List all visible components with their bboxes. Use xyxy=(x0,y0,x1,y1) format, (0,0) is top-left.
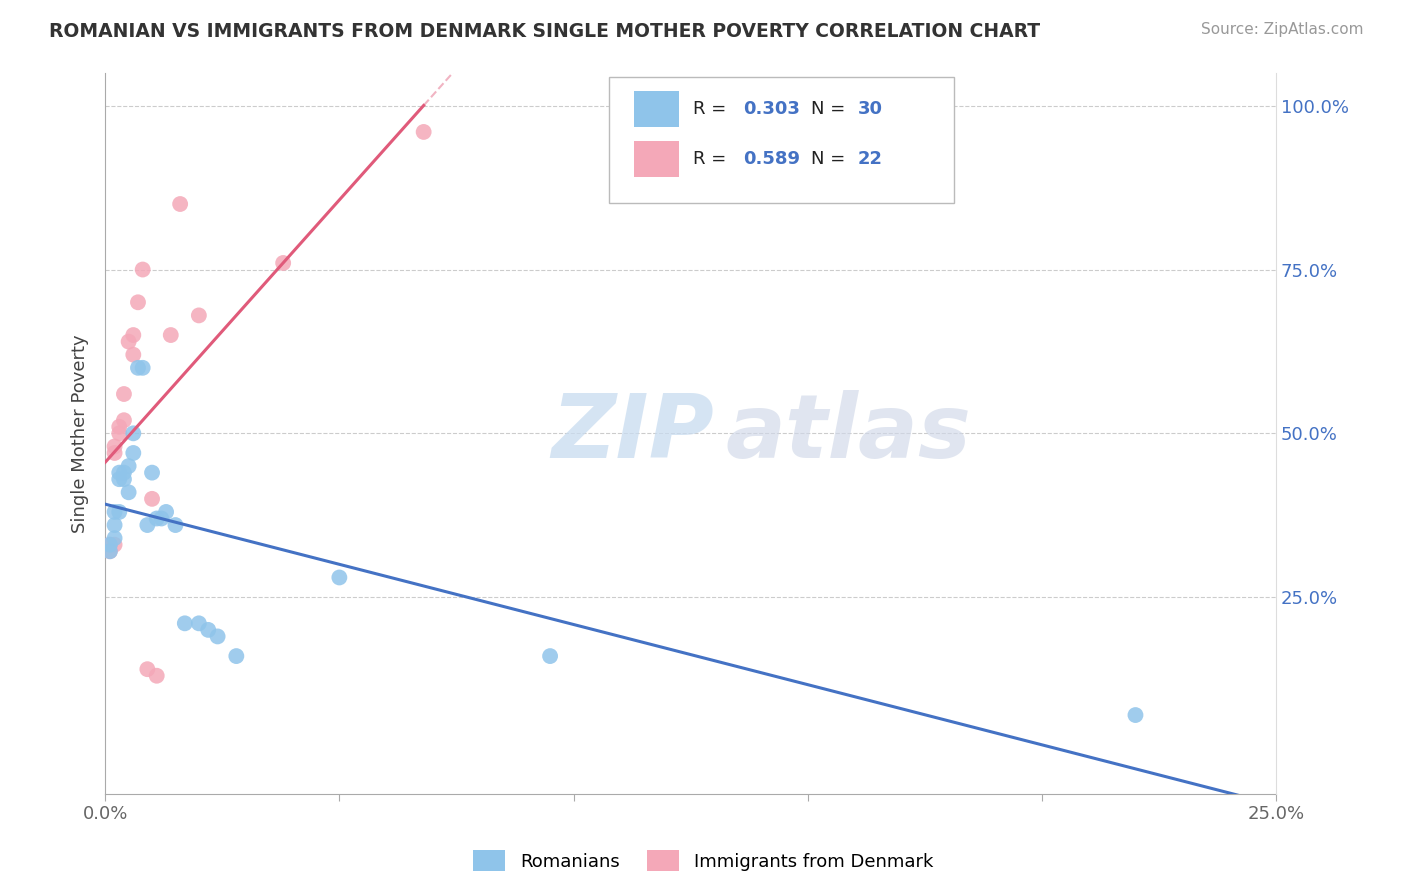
Point xyxy=(98,538,121,552)
Point xyxy=(98,538,121,552)
Text: 22: 22 xyxy=(858,151,883,169)
Point xyxy=(412,125,434,139)
Point xyxy=(103,439,125,453)
Point xyxy=(112,466,135,480)
Point xyxy=(103,505,125,519)
Point xyxy=(197,623,219,637)
FancyBboxPatch shape xyxy=(634,142,679,178)
Point xyxy=(131,360,153,375)
Point xyxy=(141,491,163,506)
Point xyxy=(169,197,191,211)
FancyBboxPatch shape xyxy=(609,77,955,202)
Point xyxy=(207,629,229,643)
Point xyxy=(225,649,247,664)
Point xyxy=(112,472,135,486)
Point xyxy=(112,413,135,427)
Point xyxy=(155,505,177,519)
Point xyxy=(538,649,561,664)
Text: ROMANIAN VS IMMIGRANTS FROM DENMARK SINGLE MOTHER POVERTY CORRELATION CHART: ROMANIAN VS IMMIGRANTS FROM DENMARK SING… xyxy=(49,22,1040,41)
Text: Source: ZipAtlas.com: Source: ZipAtlas.com xyxy=(1201,22,1364,37)
Point xyxy=(103,518,125,533)
Point xyxy=(108,505,131,519)
Point xyxy=(127,360,149,375)
Point xyxy=(122,348,145,362)
Text: R =: R = xyxy=(693,151,733,169)
Point xyxy=(103,446,125,460)
Point xyxy=(159,328,181,343)
Point xyxy=(328,570,350,584)
Text: atlas: atlas xyxy=(725,390,972,477)
Y-axis label: Single Mother Poverty: Single Mother Poverty xyxy=(72,334,89,533)
Point xyxy=(98,544,121,558)
Point xyxy=(117,485,139,500)
Point xyxy=(127,295,149,310)
Point xyxy=(136,518,159,533)
Point xyxy=(108,472,131,486)
Text: N =: N = xyxy=(811,100,851,118)
Point xyxy=(122,426,145,441)
FancyBboxPatch shape xyxy=(634,91,679,127)
Point xyxy=(271,256,294,270)
Text: 30: 30 xyxy=(858,100,883,118)
Point xyxy=(145,669,167,683)
Point xyxy=(122,328,145,343)
Text: 0.589: 0.589 xyxy=(744,151,800,169)
Point xyxy=(165,518,187,533)
Point xyxy=(122,446,145,460)
Point xyxy=(103,538,125,552)
Point xyxy=(141,466,163,480)
Point xyxy=(145,511,167,525)
Point xyxy=(103,531,125,545)
Point xyxy=(117,459,139,474)
Point xyxy=(173,616,195,631)
Point xyxy=(187,616,209,631)
Point xyxy=(150,511,173,525)
Point xyxy=(108,419,131,434)
Point xyxy=(108,466,131,480)
Text: 0.303: 0.303 xyxy=(744,100,800,118)
Text: N =: N = xyxy=(811,151,851,169)
Point xyxy=(131,262,153,277)
Point xyxy=(108,426,131,441)
Point xyxy=(98,544,121,558)
Point xyxy=(187,309,209,323)
Text: R =: R = xyxy=(693,100,733,118)
Point xyxy=(136,662,159,676)
Point xyxy=(1125,708,1147,723)
Point xyxy=(112,387,135,401)
Legend: Romanians, Immigrants from Denmark: Romanians, Immigrants from Denmark xyxy=(465,843,941,879)
Point xyxy=(117,334,139,349)
Text: ZIP: ZIP xyxy=(551,390,714,477)
